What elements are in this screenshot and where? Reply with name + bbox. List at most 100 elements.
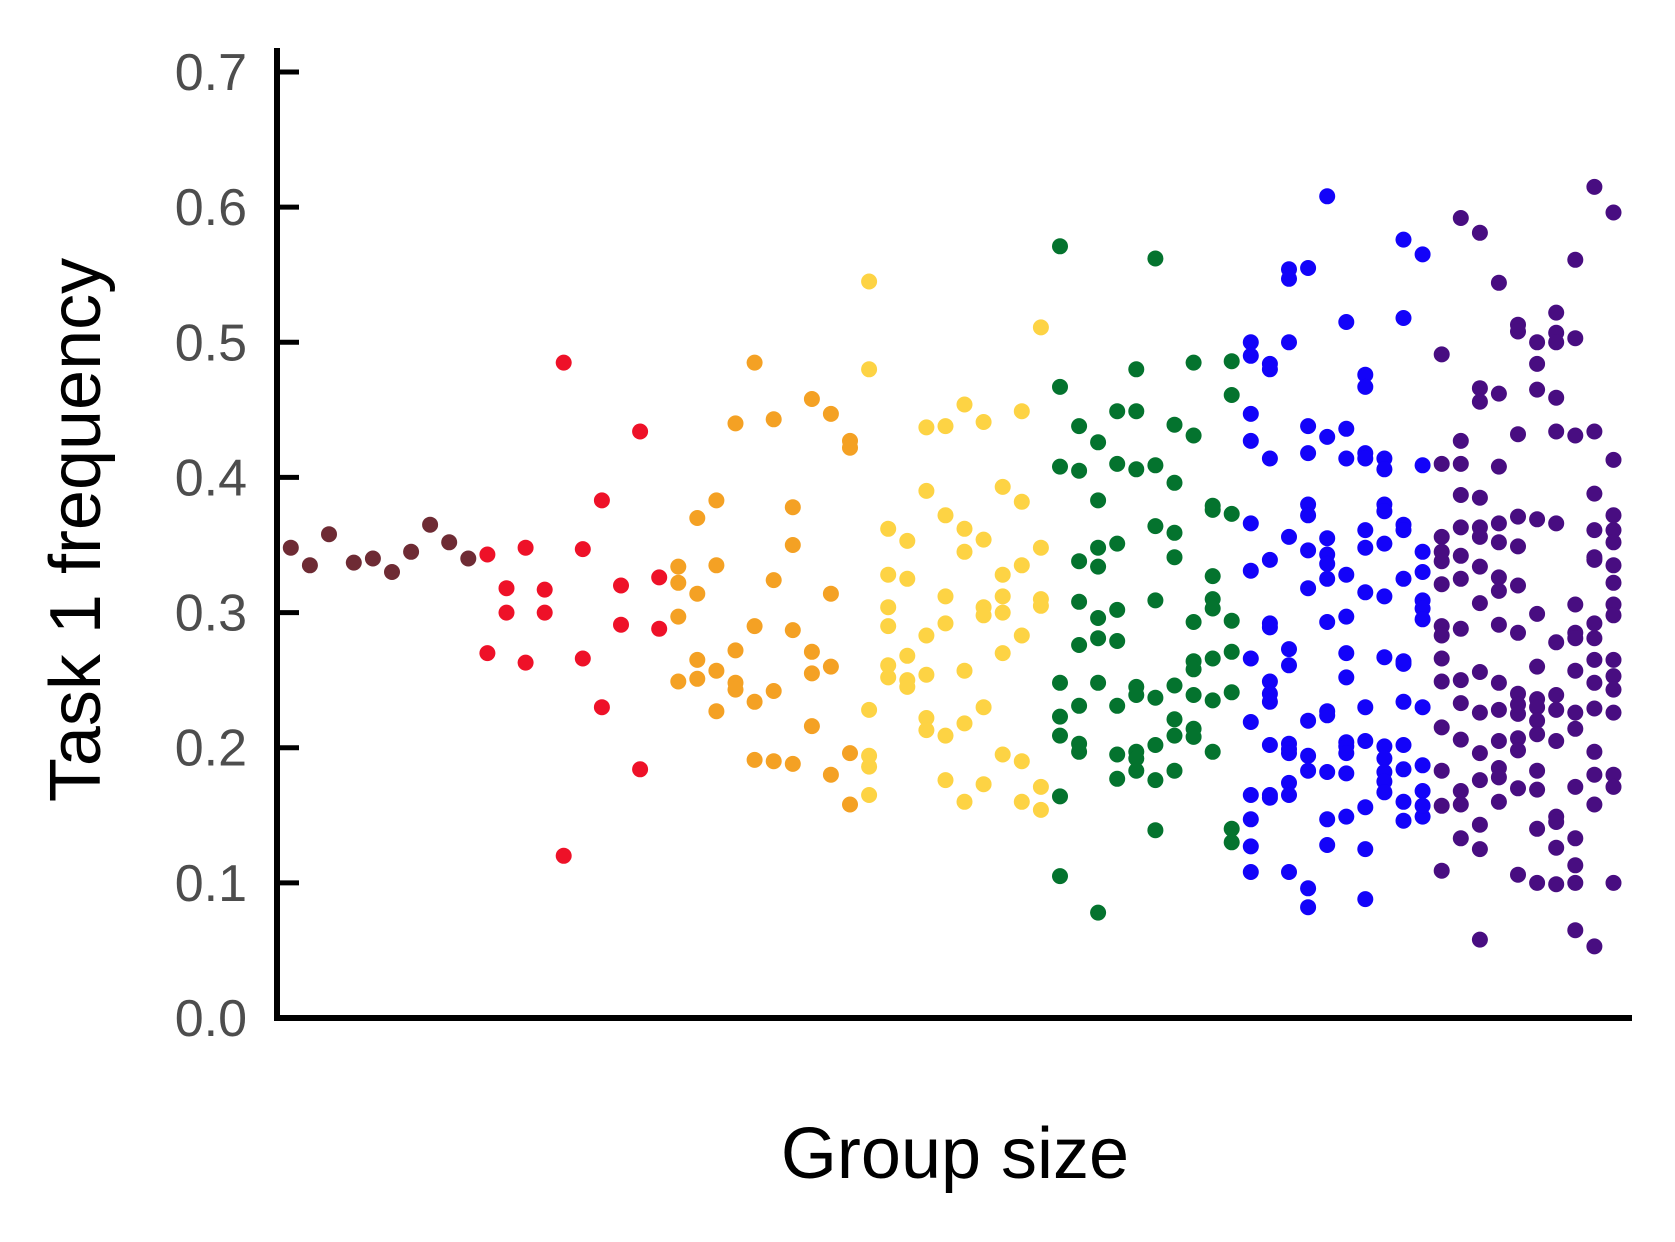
data-point bbox=[1204, 692, 1221, 709]
data-point bbox=[1605, 704, 1622, 721]
data-point bbox=[1128, 461, 1145, 478]
data-point bbox=[1147, 592, 1164, 609]
data-point bbox=[918, 419, 935, 436]
data-point bbox=[479, 645, 496, 662]
data-point bbox=[1109, 455, 1126, 472]
data-point bbox=[822, 658, 839, 675]
data-point bbox=[784, 622, 801, 639]
data-point bbox=[1490, 616, 1507, 633]
data-point bbox=[1185, 354, 1202, 371]
data-point bbox=[1395, 793, 1412, 810]
data-point bbox=[1529, 874, 1546, 891]
data-point bbox=[861, 273, 878, 290]
data-point bbox=[632, 423, 649, 440]
data-point bbox=[1471, 224, 1488, 241]
data-point bbox=[651, 569, 668, 586]
data-point bbox=[1032, 801, 1049, 818]
data-point bbox=[1319, 570, 1336, 587]
data-point bbox=[422, 516, 439, 533]
data-point bbox=[1605, 651, 1622, 668]
data-point bbox=[765, 411, 782, 428]
data-point bbox=[1490, 534, 1507, 551]
data-point bbox=[1109, 403, 1126, 420]
data-point bbox=[517, 654, 534, 671]
data-point bbox=[1261, 619, 1278, 636]
data-point bbox=[1567, 630, 1584, 647]
data-point bbox=[1242, 650, 1259, 667]
data-point bbox=[1586, 178, 1603, 195]
data-point bbox=[1338, 420, 1355, 437]
data-point bbox=[899, 678, 916, 695]
data-point bbox=[1032, 597, 1049, 614]
data-point bbox=[1242, 334, 1259, 351]
data-point bbox=[1586, 630, 1603, 647]
data-point bbox=[956, 662, 973, 679]
data-point bbox=[918, 666, 935, 683]
data-point bbox=[1013, 753, 1030, 770]
data-point bbox=[1281, 864, 1297, 880]
data-point bbox=[1166, 416, 1183, 433]
data-point bbox=[1433, 346, 1450, 363]
data-point bbox=[1090, 434, 1107, 451]
data-point bbox=[861, 701, 878, 718]
data-point bbox=[1605, 451, 1622, 468]
data-point bbox=[1338, 314, 1355, 330]
data-point bbox=[1204, 568, 1221, 585]
data-point bbox=[1300, 580, 1317, 597]
data-point bbox=[994, 588, 1011, 605]
data-point bbox=[727, 681, 744, 698]
data-point bbox=[708, 662, 725, 679]
data-point bbox=[975, 699, 992, 716]
data-point bbox=[1548, 515, 1565, 532]
data-point bbox=[1548, 876, 1565, 893]
data-point bbox=[975, 776, 992, 793]
data-point bbox=[1414, 783, 1431, 799]
data-point bbox=[1300, 712, 1317, 729]
data-point bbox=[1357, 539, 1374, 556]
data-point bbox=[1166, 549, 1183, 566]
data-point bbox=[880, 566, 897, 583]
data-point bbox=[1147, 518, 1164, 535]
data-point bbox=[1395, 761, 1412, 778]
data-point bbox=[1548, 423, 1565, 440]
data-point bbox=[899, 532, 916, 549]
data-point bbox=[670, 558, 687, 575]
data-point bbox=[1395, 812, 1412, 829]
data-point bbox=[555, 847, 572, 864]
data-point bbox=[1090, 492, 1107, 509]
data-point bbox=[1128, 750, 1145, 767]
data-point bbox=[784, 499, 801, 516]
data-point bbox=[1128, 403, 1145, 420]
data-point bbox=[1147, 457, 1164, 474]
data-point bbox=[1395, 310, 1412, 326]
data-point bbox=[1548, 701, 1565, 718]
data-point bbox=[822, 585, 839, 602]
data-point bbox=[1052, 238, 1068, 255]
data-point bbox=[1242, 811, 1259, 828]
y-tick-label: 0.4 bbox=[175, 449, 247, 507]
data-point bbox=[1376, 461, 1393, 478]
data-point bbox=[1357, 699, 1374, 716]
data-point bbox=[1166, 727, 1183, 744]
data-point bbox=[1471, 704, 1488, 721]
data-point bbox=[1586, 796, 1603, 813]
data-point bbox=[1452, 830, 1469, 847]
data-point bbox=[1300, 762, 1317, 779]
data-point bbox=[1052, 708, 1068, 725]
data-point bbox=[1071, 553, 1088, 570]
data-point bbox=[1128, 361, 1145, 378]
data-point bbox=[1586, 423, 1603, 440]
data-point bbox=[1338, 745, 1355, 762]
y-axis-title: Task 1 frequency bbox=[36, 258, 116, 802]
data-point bbox=[1109, 601, 1126, 618]
data-point bbox=[1013, 557, 1030, 574]
data-point bbox=[498, 580, 515, 597]
data-point bbox=[670, 673, 687, 690]
data-point bbox=[1586, 651, 1603, 668]
data-point bbox=[880, 599, 897, 616]
data-point bbox=[1319, 530, 1336, 547]
data-point bbox=[1529, 712, 1546, 729]
data-point bbox=[1357, 799, 1374, 816]
data-point bbox=[1414, 611, 1431, 628]
